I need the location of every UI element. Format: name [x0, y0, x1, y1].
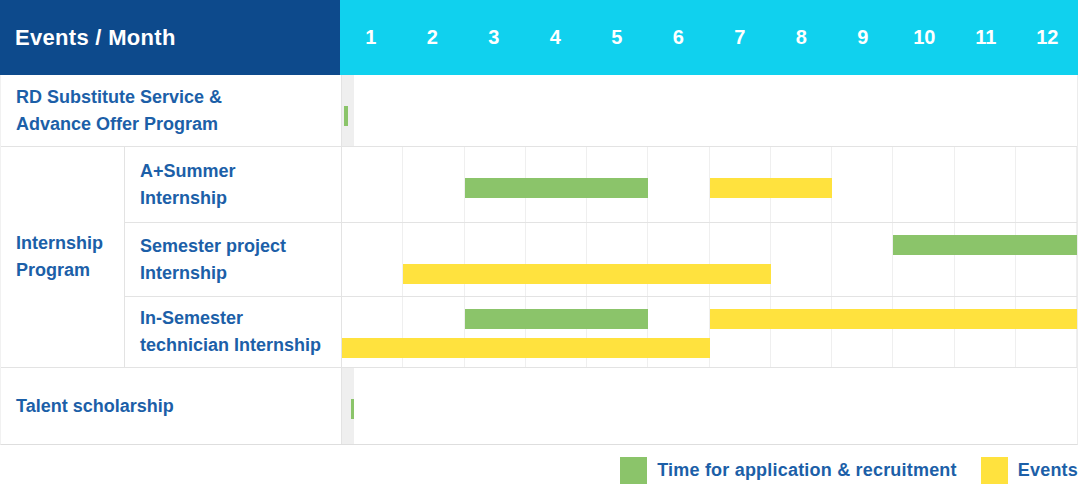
month-grid-cell — [832, 223, 893, 296]
row-label-line: Talent scholarship — [16, 393, 341, 420]
legend-item-application: Time for application & recruitment — [620, 457, 957, 484]
month-header-cell: 4 — [525, 0, 587, 75]
table-row: A+SummerInternship — [124, 147, 1077, 222]
month-grid-cell — [465, 223, 526, 296]
row-label-line: Internship — [140, 185, 341, 212]
group-block: InternshipProgramA+SummerInternshipSemes… — [1, 146, 1077, 367]
row-label: A+SummerInternship — [124, 147, 341, 222]
month-header-cell: 7 — [709, 0, 771, 75]
month-grid-cell — [1016, 223, 1077, 296]
month-header-cell: 1 — [340, 0, 402, 75]
header-row: Events / Month 123456789101112 — [0, 0, 1078, 75]
month-header-cell: 5 — [586, 0, 648, 75]
month-grid-cell — [893, 297, 954, 367]
bar-application — [465, 309, 649, 329]
month-grid-cell — [955, 297, 1016, 367]
months-header: 123456789101112 — [340, 0, 1078, 75]
month-grid-cell — [710, 297, 771, 367]
month-grid-cell — [1016, 147, 1077, 222]
month-grid-cell — [832, 297, 893, 367]
bar-event — [342, 338, 710, 358]
bar-event — [710, 309, 1078, 329]
month-grid-cell — [403, 223, 464, 296]
month-header-cell: 9 — [832, 0, 894, 75]
month-header-cell: 2 — [402, 0, 464, 75]
events-table: Events / Month 123456789101112 RD Substi… — [0, 0, 1078, 445]
bar-application — [351, 399, 354, 419]
month-grid-cell — [710, 223, 771, 296]
row-label: RD Substitute Service &Advance Offer Pro… — [1, 75, 341, 146]
table-row: Semester projectInternship — [124, 222, 1077, 296]
yellow-swatch — [981, 457, 1008, 484]
row-label-line: Semester project — [140, 233, 341, 260]
bar-application — [344, 106, 348, 126]
timeline-cell — [341, 223, 1077, 296]
gantt-chart: Events / Month 123456789101112 RD Substi… — [0, 0, 1080, 494]
bar-application — [465, 178, 649, 198]
month-grid-cell — [771, 297, 832, 367]
month-header-cell: 11 — [955, 0, 1017, 75]
row-label-line: Internship — [140, 260, 341, 287]
bar-application — [893, 235, 1077, 255]
timeline-cell — [341, 297, 1077, 367]
month-grid-cell — [955, 147, 1016, 222]
legend-label: Events — [1018, 460, 1078, 481]
row-label-line: Advance Offer Program — [16, 111, 341, 138]
table-row: RD Substitute Service &Advance Offer Pro… — [1, 75, 354, 146]
row-block: RD Substitute Service &Advance Offer Pro… — [1, 75, 1077, 146]
row-label: Talent scholarship — [1, 368, 341, 444]
month-grid-cell — [587, 223, 648, 296]
table-row: In-Semestertechnician Internship — [124, 296, 1077, 367]
month-grid-cell — [893, 147, 954, 222]
bar-event — [403, 264, 771, 284]
row-block: Talent scholarship — [1, 367, 1077, 444]
month-header-cell: 3 — [463, 0, 525, 75]
month-grid-cell — [893, 223, 954, 296]
row-label-line: In-Semester — [140, 305, 341, 332]
month-grid-cell — [955, 223, 1016, 296]
row-label: In-Semestertechnician Internship — [124, 297, 341, 367]
month-header-cell: 12 — [1017, 0, 1079, 75]
group-label: InternshipProgram — [1, 147, 124, 367]
green-swatch — [620, 457, 647, 484]
month-grid-cell — [648, 147, 709, 222]
month-grid-cell — [342, 147, 403, 222]
legend-label: Time for application & recruitment — [657, 460, 957, 481]
table-body: RD Substitute Service &Advance Offer Pro… — [0, 75, 1078, 445]
month-grid-cell — [353, 75, 354, 146]
row-label-line: RD Substitute Service & — [16, 84, 341, 111]
group-label-line: Program — [16, 257, 124, 284]
month-grid-cell — [342, 223, 403, 296]
month-grid-cell — [1016, 297, 1077, 367]
row-label-line: A+Summer — [140, 158, 341, 185]
legend-item-event: Events — [981, 457, 1078, 484]
events-month-header-cell: Events / Month — [0, 0, 340, 75]
timeline-cell — [341, 147, 1077, 222]
group-subrows: A+SummerInternshipSemester projectIntern… — [124, 147, 1077, 367]
legend: Time for application & recruitment Events — [620, 457, 1078, 484]
bar-event — [710, 178, 833, 198]
month-header-cell: 6 — [648, 0, 710, 75]
timeline-cell — [341, 368, 354, 444]
month-grid-cell — [403, 147, 464, 222]
row-label-line: technician Internship — [140, 332, 341, 359]
header-title: Events / Month — [15, 25, 176, 51]
timeline-cell — [341, 75, 354, 146]
group-label-line: Internship — [16, 230, 124, 257]
month-grid-cell — [832, 147, 893, 222]
month-header-cell: 8 — [771, 0, 833, 75]
month-grid-cell — [771, 223, 832, 296]
month-grid-cell — [648, 223, 709, 296]
table-row: Talent scholarship — [1, 368, 354, 444]
month-header-cell: 10 — [894, 0, 956, 75]
row-label: Semester projectInternship — [124, 223, 341, 296]
month-grid-cell — [526, 223, 587, 296]
